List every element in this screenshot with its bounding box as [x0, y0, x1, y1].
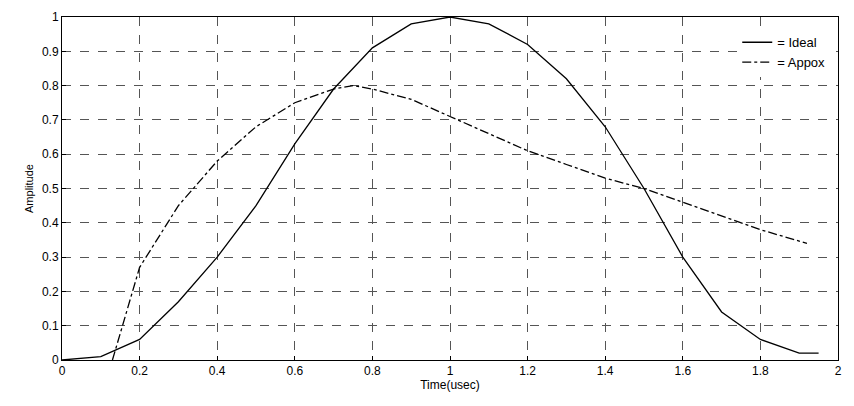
svg-text:0.8: 0.8 — [364, 364, 381, 378]
svg-text:0.6: 0.6 — [286, 364, 303, 378]
svg-text:0.5: 0.5 — [42, 182, 59, 196]
svg-text:1.8: 1.8 — [752, 364, 769, 378]
svg-text:0.8: 0.8 — [42, 79, 59, 93]
svg-text:0.4: 0.4 — [42, 216, 59, 230]
svg-text:0.6: 0.6 — [42, 147, 59, 161]
svg-text:0.2: 0.2 — [131, 364, 148, 378]
svg-text:0.4: 0.4 — [209, 364, 226, 378]
svg-text:1.6: 1.6 — [674, 364, 691, 378]
svg-text:1.4: 1.4 — [597, 364, 614, 378]
svg-text:0.3: 0.3 — [42, 250, 59, 264]
svg-text:0.2: 0.2 — [42, 285, 59, 299]
svg-text:1: 1 — [447, 364, 454, 378]
svg-text:0: 0 — [52, 353, 59, 367]
svg-text:1: 1 — [52, 10, 59, 24]
svg-text:0.9: 0.9 — [42, 45, 59, 59]
svg-text:2: 2 — [835, 364, 842, 378]
svg-text:Amplitude: Amplitude — [23, 164, 35, 213]
svg-text:0: 0 — [59, 364, 66, 378]
svg-text:= Appox: = Appox — [777, 55, 825, 70]
svg-text:0.7: 0.7 — [42, 113, 59, 127]
svg-text:= Ideal: = Ideal — [777, 35, 817, 50]
svg-text:Time(usec): Time(usec) — [420, 378, 480, 392]
svg-text:0.1: 0.1 — [42, 319, 59, 333]
svg-text:1.2: 1.2 — [519, 364, 536, 378]
